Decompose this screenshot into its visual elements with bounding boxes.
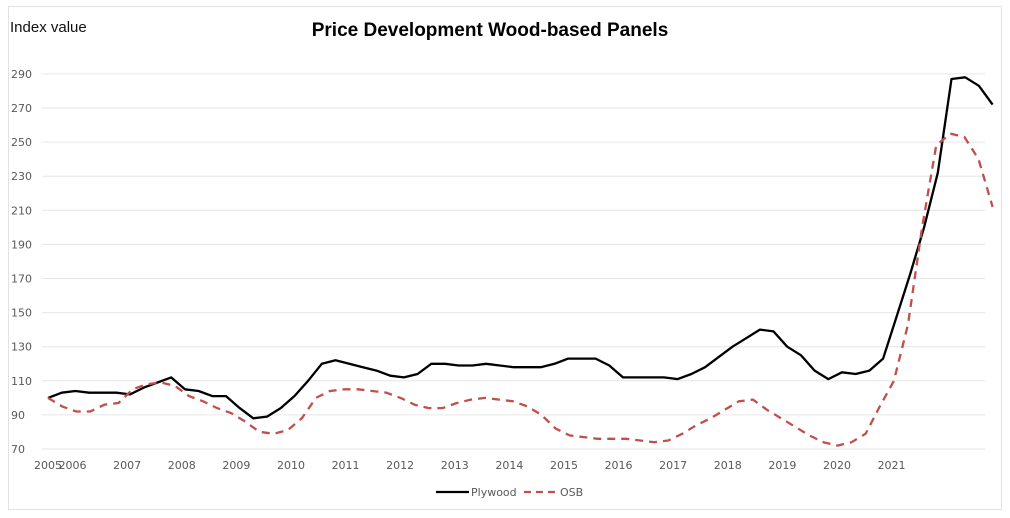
x-tick-label: 2016 <box>605 459 633 472</box>
chart-title: Price Development Wood-based Panels <box>311 20 669 41</box>
y-tick-label: 230 <box>11 170 32 183</box>
y-tick-label: 90 <box>11 409 25 422</box>
y-tick-label: 110 <box>11 375 32 388</box>
x-tick-label: 2011 <box>332 459 360 472</box>
x-tick-label: 2010 <box>277 459 305 472</box>
y-tick-label: 190 <box>11 238 32 251</box>
y-tick-label: 250 <box>11 136 32 149</box>
x-tick-label: 2005 <box>34 459 62 472</box>
x-tick-label: 2007 <box>113 459 141 472</box>
y-tick-label: 290 <box>11 68 32 81</box>
y-tick-labels: 70 90 110 130 150 170 190 210 230 250 270 290 <box>11 68 32 456</box>
y-tick-label: 170 <box>11 273 32 286</box>
x-tick-label: 2014 <box>495 459 523 472</box>
y-tick-label: 70 <box>11 443 25 456</box>
x-tick-label: 2020 <box>823 459 851 472</box>
y-tick-label: 130 <box>11 341 32 354</box>
y-tick-label: 150 <box>11 307 32 320</box>
x-tick-label: 2008 <box>168 459 196 472</box>
x-tick-label: 2019 <box>768 459 796 472</box>
x-tick-label: 2012 <box>386 459 414 472</box>
gridlines <box>42 73 985 450</box>
legend-label-plywood: Plywood <box>471 486 517 499</box>
x-tick-label: 2015 <box>550 459 578 472</box>
x-tick-label: 2009 <box>222 459 250 472</box>
y-axis-label: Index value <box>10 19 87 36</box>
y-tick-label: 270 <box>11 102 32 115</box>
y-tick-label: 210 <box>11 204 32 217</box>
legend-label-osb: OSB <box>560 486 583 499</box>
chart-frame <box>8 6 1002 510</box>
series-line-osb <box>47 132 994 447</box>
x-tick-label: 2018 <box>714 459 742 472</box>
x-tick-label: 2017 <box>659 459 687 472</box>
x-tick-label: 2013 <box>441 459 469 472</box>
series-lines <box>47 76 994 447</box>
legend: Plywood OSB <box>436 486 583 499</box>
x-tick-label: 2006 <box>59 459 87 472</box>
x-tick-label: 2021 <box>878 459 906 472</box>
series-line-plywood <box>47 76 994 420</box>
